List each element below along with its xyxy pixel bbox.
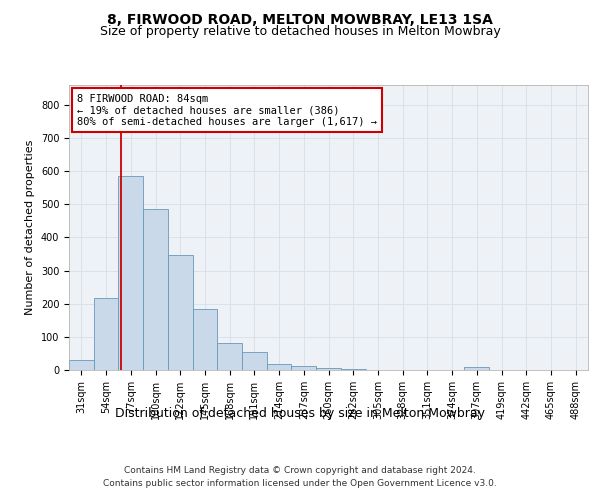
Bar (242, 352, 267, 370)
Text: Distribution of detached houses by size in Melton Mowbray: Distribution of detached houses by size … (115, 408, 485, 420)
Bar (464, 368, 489, 370)
Text: Size of property relative to detached houses in Melton Mowbray: Size of property relative to detached ho… (100, 25, 500, 38)
Bar (267, 364, 292, 370)
Bar (118, 176, 143, 370)
Y-axis label: Number of detached properties: Number of detached properties (25, 140, 35, 315)
Bar (143, 208, 168, 370)
Bar (316, 368, 341, 370)
Text: 8 FIRWOOD ROAD: 84sqm
← 19% of detached houses are smaller (386)
80% of semi-det: 8 FIRWOOD ROAD: 84sqm ← 19% of detached … (77, 94, 377, 126)
Bar (94, 298, 118, 370)
Bar (69, 360, 94, 370)
Text: 8, FIRWOOD ROAD, MELTON MOWBRAY, LE13 1SA: 8, FIRWOOD ROAD, MELTON MOWBRAY, LE13 1S… (107, 12, 493, 26)
Bar (193, 308, 217, 370)
Bar (217, 344, 242, 370)
Bar (292, 366, 316, 370)
Text: Contains HM Land Registry data © Crown copyright and database right 2024.
Contai: Contains HM Land Registry data © Crown c… (103, 466, 497, 487)
Bar (168, 254, 193, 370)
